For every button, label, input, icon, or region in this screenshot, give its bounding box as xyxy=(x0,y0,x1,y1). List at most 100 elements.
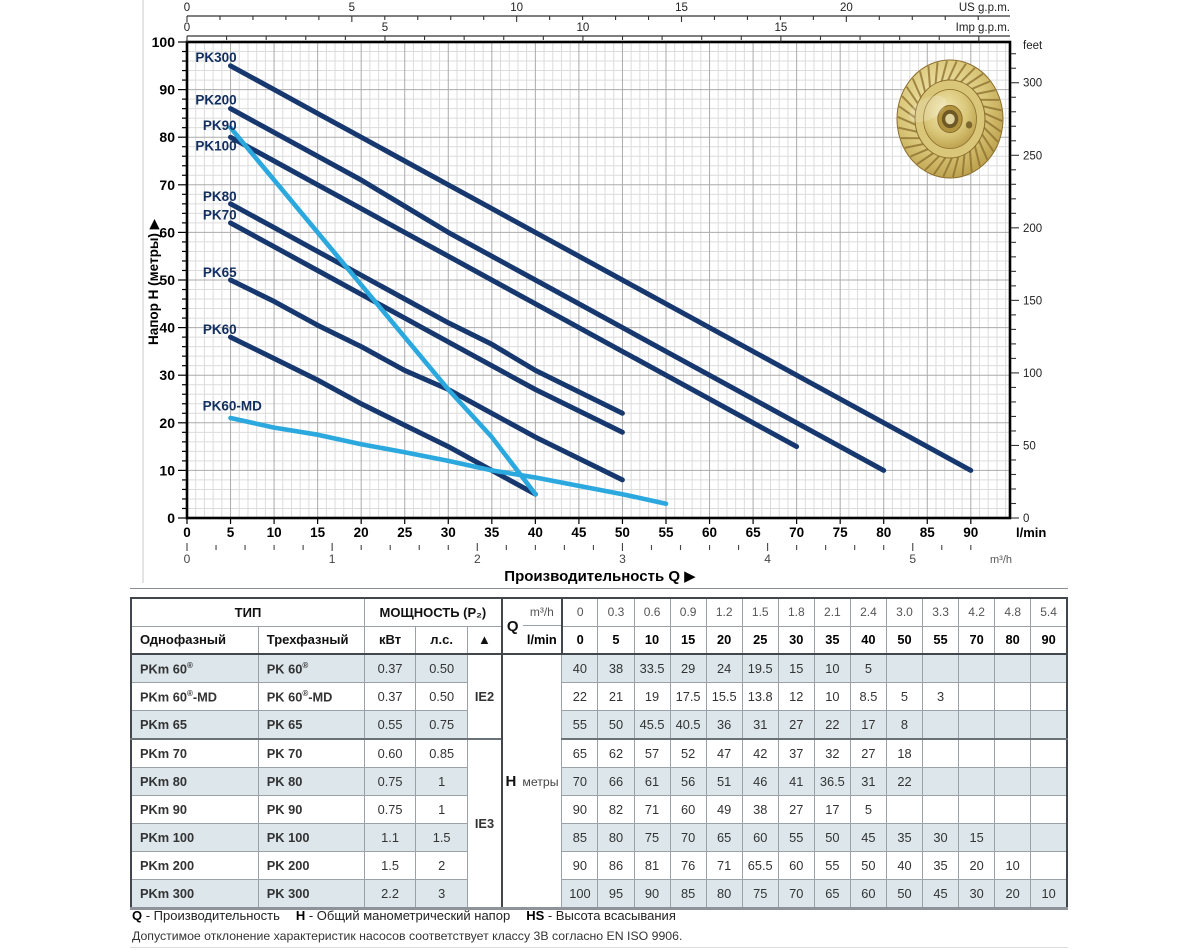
power-kw: 0.75 xyxy=(363,767,417,796)
head-value-cell: 70 xyxy=(777,879,815,909)
head-value-cell: 36 xyxy=(705,710,743,740)
model-three-phase: PK 80 xyxy=(257,767,366,796)
head-value-cell xyxy=(1030,851,1068,880)
q-lmin-value: 25 xyxy=(741,625,779,655)
head-value-cell: 65 xyxy=(813,879,851,909)
head-value-cell: 76 xyxy=(669,851,707,880)
q-m3h-value: 3.3 xyxy=(922,597,960,627)
head-value-cell: 90 xyxy=(561,851,599,880)
head-value-cell: 22 xyxy=(813,710,851,740)
head-value-cell: 45 xyxy=(849,823,887,852)
svg-text:m³/h: m³/h xyxy=(990,554,1012,566)
head-value-cell: 31 xyxy=(849,767,887,796)
axis-us-gpm: 0 5 10 15 20 US g.p.m. xyxy=(184,2,1010,22)
svg-text:50: 50 xyxy=(615,525,630,540)
head-value-cell xyxy=(994,710,1032,740)
head-value-cell: 19.5 xyxy=(741,653,779,683)
q-label: Q xyxy=(506,617,519,635)
head-value-cell: 19 xyxy=(633,682,671,711)
curve-label-PK70: PK70 xyxy=(203,208,237,223)
head-value-cell: 81 xyxy=(633,851,671,880)
head-value-cell xyxy=(1030,795,1068,824)
head-value-cell: 3 xyxy=(922,682,960,711)
svg-text:70: 70 xyxy=(789,525,804,540)
header-kw: кВт xyxy=(363,625,417,655)
head-value-cell xyxy=(994,653,1032,683)
svg-text:35: 35 xyxy=(484,525,500,540)
head-value-cell: 8 xyxy=(885,710,924,740)
axis-imp-gpm: 0 5 10 15 Imp g.p.m. xyxy=(184,22,1010,42)
q-m3h-value: 2.1 xyxy=(813,597,851,627)
axis-feet: 0 50 100 150 200 250 300 feet xyxy=(1011,40,1043,525)
head-value-cell xyxy=(922,795,960,824)
head-value-cell: 75 xyxy=(633,823,671,852)
legend-item: Q - Производительность xyxy=(132,908,280,923)
svg-text:150: 150 xyxy=(1023,295,1042,307)
q-lmin-value: 10 xyxy=(633,625,671,655)
curve-label-PK200: PK200 xyxy=(195,92,236,107)
head-value-cell: 20 xyxy=(958,851,996,880)
table-row: PKm 200 PK 200 1.5 2 90 86 81 76 71 65.5 60 55 50 40 3… xyxy=(130,851,1068,880)
head-value-cell: 82 xyxy=(597,795,635,824)
q-m3h-value: 1.8 xyxy=(777,597,815,627)
head-value-cell: 30 xyxy=(958,879,996,909)
header-single-phase: Однофазный xyxy=(130,625,259,655)
svg-text:US g.p.m.: US g.p.m. xyxy=(959,2,1010,14)
head-value-cell: 17 xyxy=(849,710,887,740)
head-value-cell: 10 xyxy=(813,653,851,683)
head-value-cell: 5 xyxy=(849,795,887,824)
head-value-cell xyxy=(994,795,1032,824)
q-lmin-value: 0 xyxy=(561,625,599,655)
curve-PK60 xyxy=(228,334,538,497)
svg-text:75: 75 xyxy=(833,525,849,540)
header-three-phase: Трехфазный xyxy=(257,625,366,655)
grid xyxy=(187,42,1010,518)
efficiency-class-badge: IE3 xyxy=(467,738,503,909)
power-hp: 0.50 xyxy=(415,682,469,711)
q-lmin-value: 55 xyxy=(922,625,960,655)
svg-text:15: 15 xyxy=(675,2,688,14)
curves-cyan xyxy=(228,125,669,506)
svg-text:55: 55 xyxy=(658,525,674,540)
head-value-cell: 15 xyxy=(958,823,996,852)
head-value-cell: 27 xyxy=(777,710,815,740)
head-value-cell xyxy=(1030,710,1068,740)
model-single-phase: PKm 60® xyxy=(130,653,259,683)
head-value-cell: 90 xyxy=(561,795,599,824)
model-three-phase: PK 100 xyxy=(257,823,366,852)
q-m3h-value: 4.8 xyxy=(994,597,1032,627)
table-header-row: ТИП МОЩНОСТЬ (P₂) Q m³/h l/min 0 0.3 0.6 0.… xyxy=(130,597,1068,655)
q-lmin-value: 70 xyxy=(958,625,996,655)
head-value-cell: 65.5 xyxy=(741,851,779,880)
q-m3h-value: 0 xyxy=(561,597,599,627)
model-three-phase: PK 70 xyxy=(257,738,366,768)
head-value-cell: 100 xyxy=(561,879,599,909)
curve-label-PK300: PK300 xyxy=(195,50,236,65)
head-value-cell: 57 xyxy=(633,738,671,768)
power-kw: 0.37 xyxy=(363,682,417,711)
head-value-cell: 21 xyxy=(597,682,635,711)
head-value-cell: 5 xyxy=(885,682,924,711)
q-lmin-value: 5 xyxy=(597,625,635,655)
model-three-phase: PK 90 xyxy=(257,795,366,824)
axis-m3h: 0 1 2 3 4 5 m³/h xyxy=(184,543,1012,566)
legend-line: Q - Производительность H - Общий манометр… xyxy=(132,908,1068,923)
head-value-cell: 75 xyxy=(741,879,779,909)
svg-text:100: 100 xyxy=(1023,368,1042,380)
curve-label-PK60-MD: PK60-MD xyxy=(203,398,263,413)
table-row: PKm 90 PK 90 0.75 1 90 82 71 60 49 38 27 17 5 xyxy=(130,795,1068,824)
q-m3h-value: 3.0 xyxy=(885,597,924,627)
head-value-cell: 65 xyxy=(705,823,743,852)
head-value-cell: 15.5 xyxy=(705,682,743,711)
tolerance-note: Допустимое отклонение характеристик насо… xyxy=(132,929,683,943)
svg-text:20: 20 xyxy=(354,525,369,540)
q-m3h-value: 5.4 xyxy=(1030,597,1068,627)
head-value-cell: 35 xyxy=(922,851,960,880)
q-lmin-value: 35 xyxy=(813,625,851,655)
svg-text:90: 90 xyxy=(963,525,978,540)
table-row: PKm 100 PK 100 1.1 1.5 85 80 75 70 65 60 55 50 45 35 3… xyxy=(130,823,1068,852)
svg-text:feet: feet xyxy=(1023,40,1043,52)
divider-line xyxy=(130,588,1068,589)
